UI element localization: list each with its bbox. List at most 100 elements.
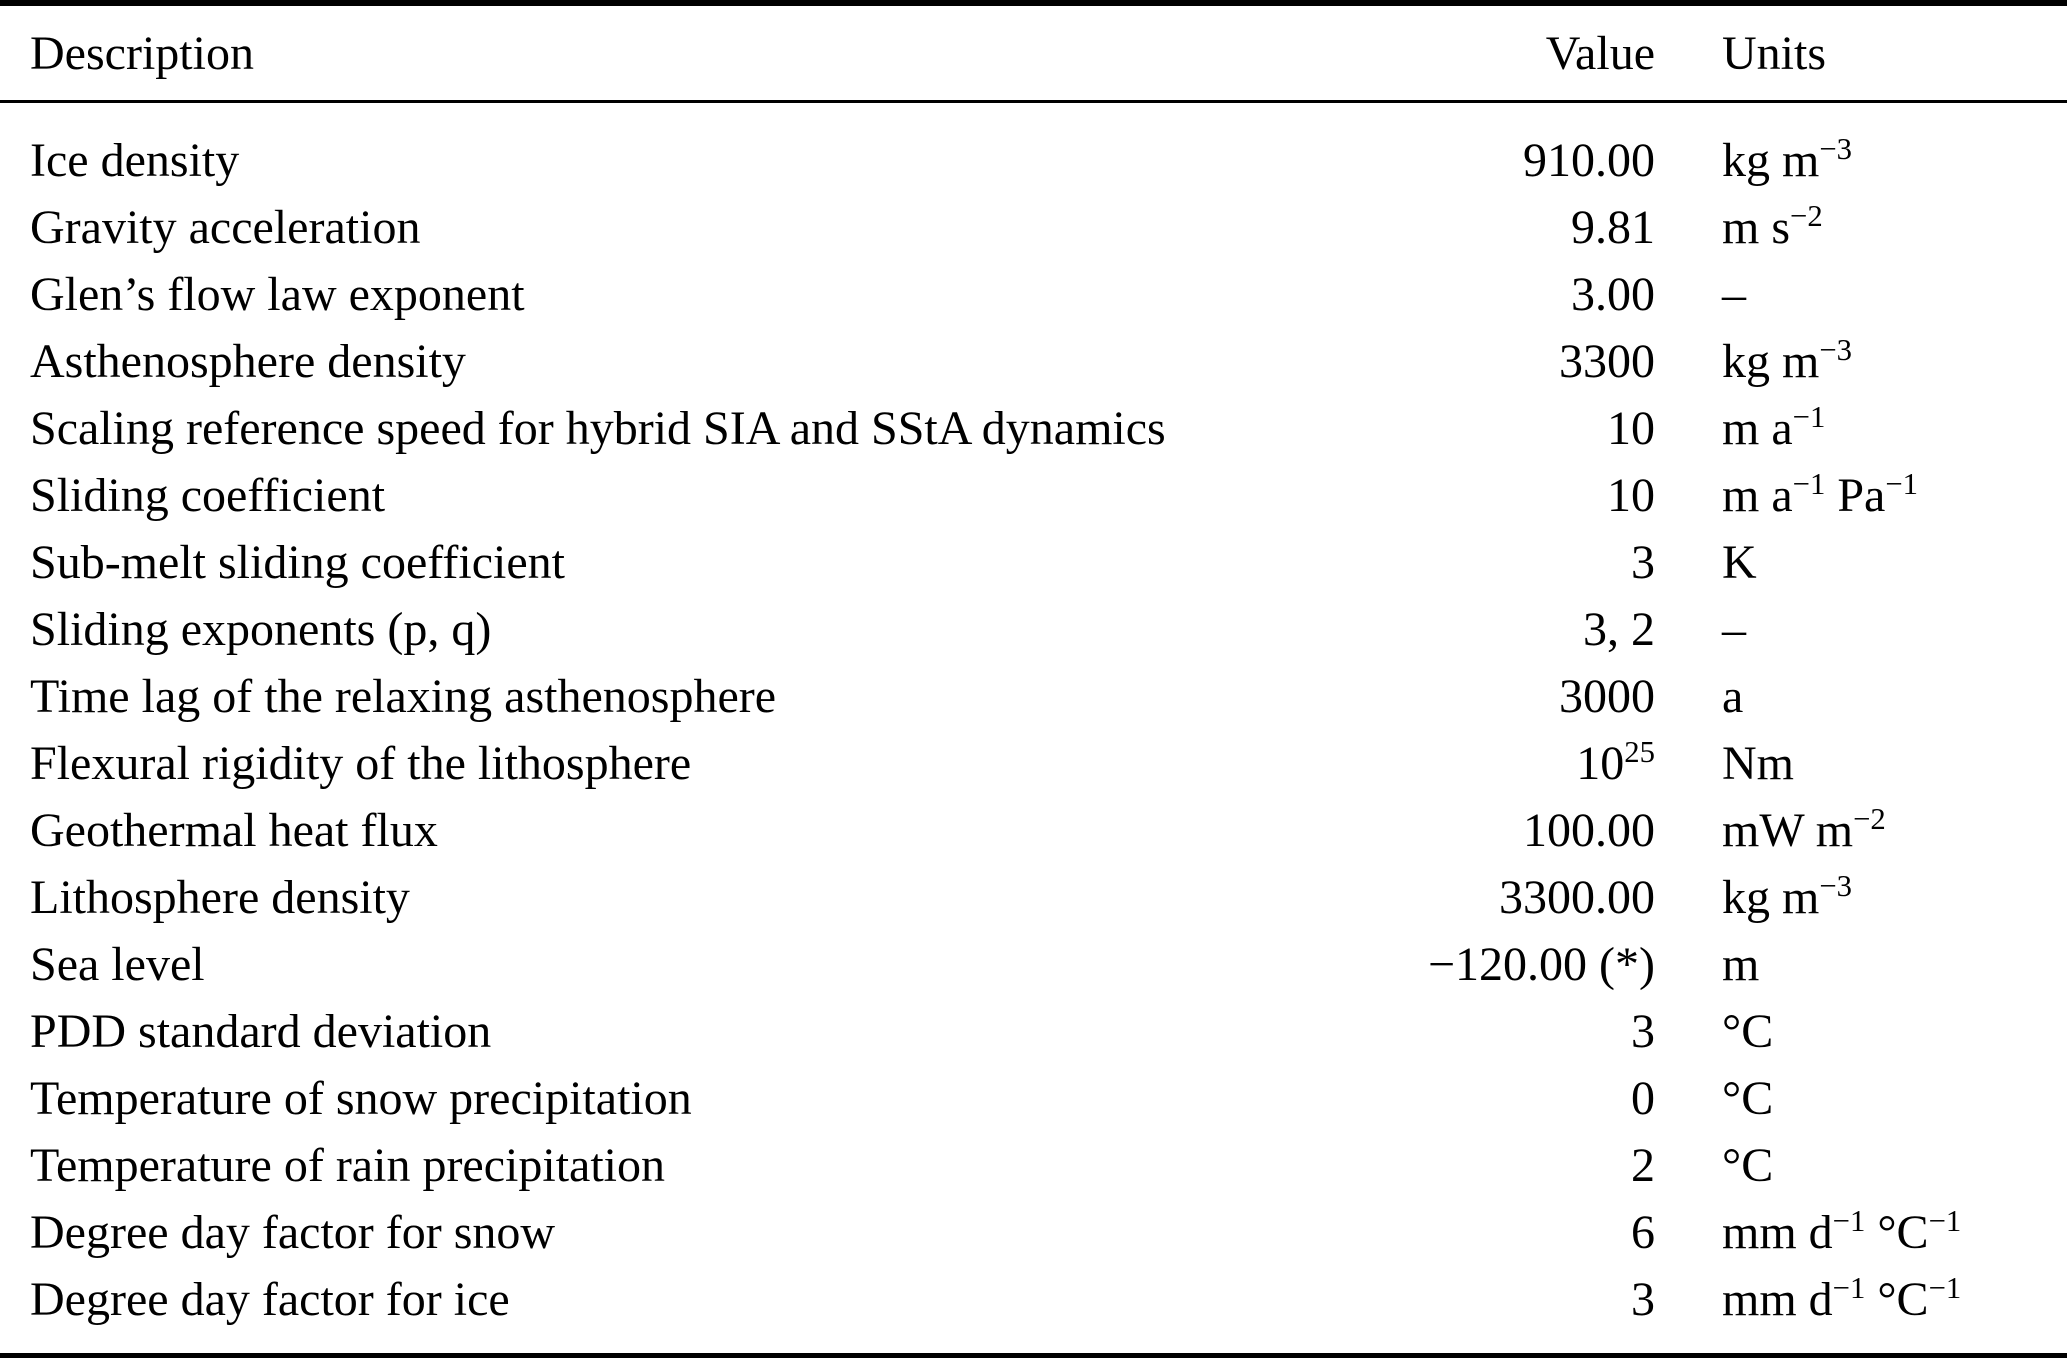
units-text: mm d [1722, 1273, 1833, 1326]
table-row: Asthenosphere density 3300 kg m−3 [0, 328, 2067, 395]
value-text: 910.00 [1523, 134, 1655, 187]
units-text: Pa [1825, 469, 1886, 522]
units-cell: K [1655, 529, 2067, 596]
units-superscript: −1 [1832, 1271, 1866, 1306]
description-cell: Temperature of rain precipitation [30, 1139, 666, 1192]
table-body: Ice density 910.00 kg m−3 Gravity accelerat… [0, 102, 2067, 1356]
units-text: kg m [1722, 335, 1820, 388]
units-cell: m [1655, 931, 2067, 998]
units-text: kg m [1722, 871, 1820, 924]
units-text: °C [1722, 1072, 1774, 1125]
description-cell: Temperature of snow precipitation [30, 1072, 692, 1125]
units-text: – [1722, 603, 1746, 656]
value-text: 3000 [1559, 670, 1655, 723]
description-cell: Glen’s flow law exponent [30, 268, 525, 321]
units-cell: °C [1655, 1065, 2067, 1132]
table-row: Lithosphere density 3300.00 kg m−3 [0, 864, 2067, 931]
units-cell: m a−1 Pa−1 [1655, 462, 2067, 529]
units-text: mW m [1722, 804, 1854, 857]
value-cell: 3, 2 [1255, 596, 1655, 663]
table-row: Degree day factor for ice 3 mm d−1 °C−1 [0, 1266, 2067, 1356]
table-row: Ice density 910.00 kg m−3 [0, 102, 2067, 195]
units-text: Nm [1722, 737, 1794, 790]
value-cell: 100.00 [1255, 797, 1655, 864]
value-cell: 3 [1255, 998, 1655, 1065]
value-text: 100.00 [1523, 804, 1655, 857]
units-superscript: −1 [1885, 467, 1919, 502]
description-cell: Geothermal heat flux [30, 804, 438, 857]
units-superscript: −1 [1928, 1204, 1962, 1239]
value-cell: 0 [1255, 1065, 1655, 1132]
value-text: 9.81 [1571, 201, 1655, 254]
units-text: °C [1722, 1005, 1774, 1058]
value-text: 6 [1631, 1206, 1655, 1259]
units-cell: kg m−3 [1655, 328, 2067, 395]
table-row: Temperature of snow precipitation 0 °C [0, 1065, 2067, 1132]
value-cell: 3 [1255, 1266, 1655, 1356]
value-cell: 3300 [1255, 328, 1655, 395]
value-cell: 3300.00 [1255, 864, 1655, 931]
description-cell: Degree day factor for ice [30, 1273, 510, 1326]
units-text: °C [1722, 1139, 1774, 1192]
table-row: Flexural rigidity of the lithosphere 1025… [0, 730, 2067, 797]
table-row: PDD standard deviation 3 °C [0, 998, 2067, 1065]
units-superscript: −1 [1792, 467, 1826, 502]
value-text: 3.00 [1571, 268, 1655, 321]
units-superscript: −2 [1853, 802, 1886, 837]
value-text: −120.00 (*) [1427, 938, 1655, 991]
value-text: 3300.00 [1499, 871, 1655, 924]
table-row: Sea level −120.00 (*) m [0, 931, 2067, 998]
value-text: 2 [1631, 1139, 1655, 1192]
value-cell: −120.00 (*) [1255, 931, 1655, 998]
units-cell: kg m−3 [1655, 864, 2067, 931]
description-cell: Sliding coefficient [30, 469, 386, 522]
value-text: 0 [1631, 1072, 1655, 1125]
description-cell: Degree day factor for snow [30, 1206, 556, 1259]
value-cell: 910.00 [1255, 102, 1655, 195]
value-cell: 10 [1255, 395, 1655, 462]
table-row: Geothermal heat flux 100.00 mW m−2 [0, 797, 2067, 864]
units-cell: °C [1655, 998, 2067, 1065]
units-cell: mm d−1 °C−1 [1655, 1266, 2067, 1356]
units-text: m s [1722, 201, 1791, 254]
units-cell: a [1655, 663, 2067, 730]
units-superscript: −1 [1928, 1271, 1962, 1306]
description-cell: Flexural rigidity of the lithosphere [30, 737, 692, 790]
header-row: Description Value Units [0, 3, 2067, 103]
column-header-value: Value [1255, 3, 1655, 103]
description-cell: Scaling reference speed for hybrid SIA a… [30, 402, 1166, 455]
units-text: °C [1865, 1273, 1929, 1326]
description-cell: PDD standard deviation [30, 1005, 492, 1058]
value-cell: 2 [1255, 1132, 1655, 1199]
units-superscript: −1 [1792, 400, 1826, 435]
value-text: 10 [1576, 737, 1625, 790]
column-header-description: Description [0, 3, 1255, 103]
table-row: Glen’s flow law exponent 3.00 – [0, 261, 2067, 328]
units-superscript: −3 [1819, 333, 1853, 368]
units-text: mm d [1722, 1206, 1833, 1259]
units-cell: Nm [1655, 730, 2067, 797]
column-header-units: Units [1655, 3, 2067, 103]
units-cell: – [1655, 596, 2067, 663]
units-cell: mW m−2 [1655, 797, 2067, 864]
units-cell: m s−2 [1655, 194, 2067, 261]
units-cell: – [1655, 261, 2067, 328]
value-text: 3300 [1559, 335, 1655, 388]
table-row: Sliding exponents (p, q) 3, 2 – [0, 596, 2067, 663]
value-text: 10 [1607, 402, 1655, 455]
description-cell: Sea level [30, 938, 205, 991]
units-cell: m a−1 [1655, 395, 2067, 462]
units-superscript: −2 [1790, 199, 1823, 234]
units-superscript: −3 [1819, 869, 1853, 904]
units-superscript: −1 [1832, 1204, 1866, 1239]
units-text: kg m [1722, 134, 1820, 187]
value-text: 3, 2 [1583, 603, 1655, 656]
value-superscript: 25 [1624, 735, 1655, 770]
units-text: m a [1722, 402, 1793, 455]
units-text: – [1722, 268, 1746, 321]
table-row: Scaling reference speed for hybrid SIA a… [0, 395, 2067, 462]
value-cell: 10 [1255, 462, 1655, 529]
description-cell: Sliding exponents (p, q) [30, 603, 492, 656]
